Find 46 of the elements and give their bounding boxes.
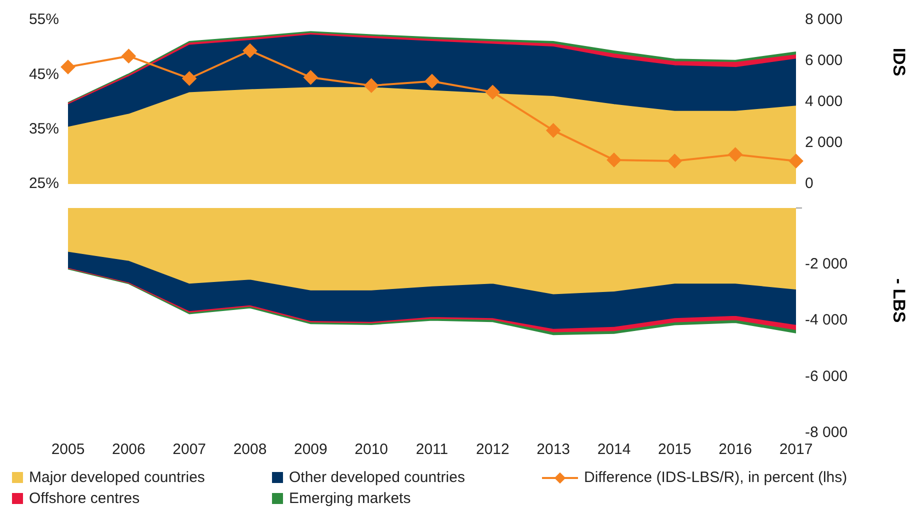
point	[425, 74, 439, 88]
x-tick-label: 2005	[51, 441, 85, 458]
y2-tick-label: -8 000	[805, 424, 848, 442]
x-tick-label: 2010	[354, 441, 388, 458]
point	[728, 147, 742, 162]
point	[486, 85, 500, 100]
x-tick-label: 2017	[779, 441, 813, 458]
point	[61, 60, 75, 74]
y2-axis-title: - LBS	[889, 278, 908, 323]
point	[546, 123, 560, 138]
y2-tick-label: 0	[805, 175, 814, 192]
point	[182, 71, 196, 86]
point	[364, 78, 378, 93]
y2-tick-label: 4 000	[805, 93, 843, 110]
point	[122, 49, 136, 64]
legend-label: Other developed countries	[289, 469, 465, 486]
x-tick-label: 2013	[536, 441, 570, 458]
y2-tick-label: 8 000	[805, 11, 843, 28]
x-tick-label: 2006	[112, 441, 146, 458]
x-tick-label: 2014	[597, 441, 631, 458]
point	[243, 44, 257, 58]
legend-label: Difference (IDS-LBS/R), in percent (lhs)	[584, 469, 848, 486]
point	[668, 154, 682, 168]
x-tick-label: 2015	[658, 441, 692, 458]
point	[304, 70, 318, 84]
y-tick-label: 35%	[28, 120, 59, 138]
y2-tick-label: 6 000	[805, 52, 843, 70]
y2-tick-label: -2 000	[805, 255, 848, 272]
y-tick-label: 55%	[28, 11, 59, 28]
y2-tick-label: -4 000	[805, 312, 848, 329]
x-tick-label: 2012	[476, 441, 510, 458]
x-tick-label: 2008	[233, 441, 267, 458]
y2-tick-label: -6 000	[805, 368, 848, 385]
x-tick-label: 2016	[718, 441, 752, 458]
legend-label: Emerging markets	[289, 490, 411, 507]
y2-axis-title: IDS	[889, 48, 908, 76]
x-tick-label: 2007	[172, 441, 206, 458]
y-tick-label: 45%	[28, 66, 59, 83]
point	[789, 154, 803, 168]
y2-tick-label: 2 000	[805, 134, 843, 152]
y-tick-label: 25%	[28, 175, 59, 192]
point	[607, 152, 621, 167]
x-tick-label: 2009	[294, 441, 328, 458]
x-tick-label: 2011	[416, 441, 448, 458]
legend-label: Major developed countries	[29, 469, 205, 486]
legend-label: Offshore centres	[29, 490, 140, 507]
